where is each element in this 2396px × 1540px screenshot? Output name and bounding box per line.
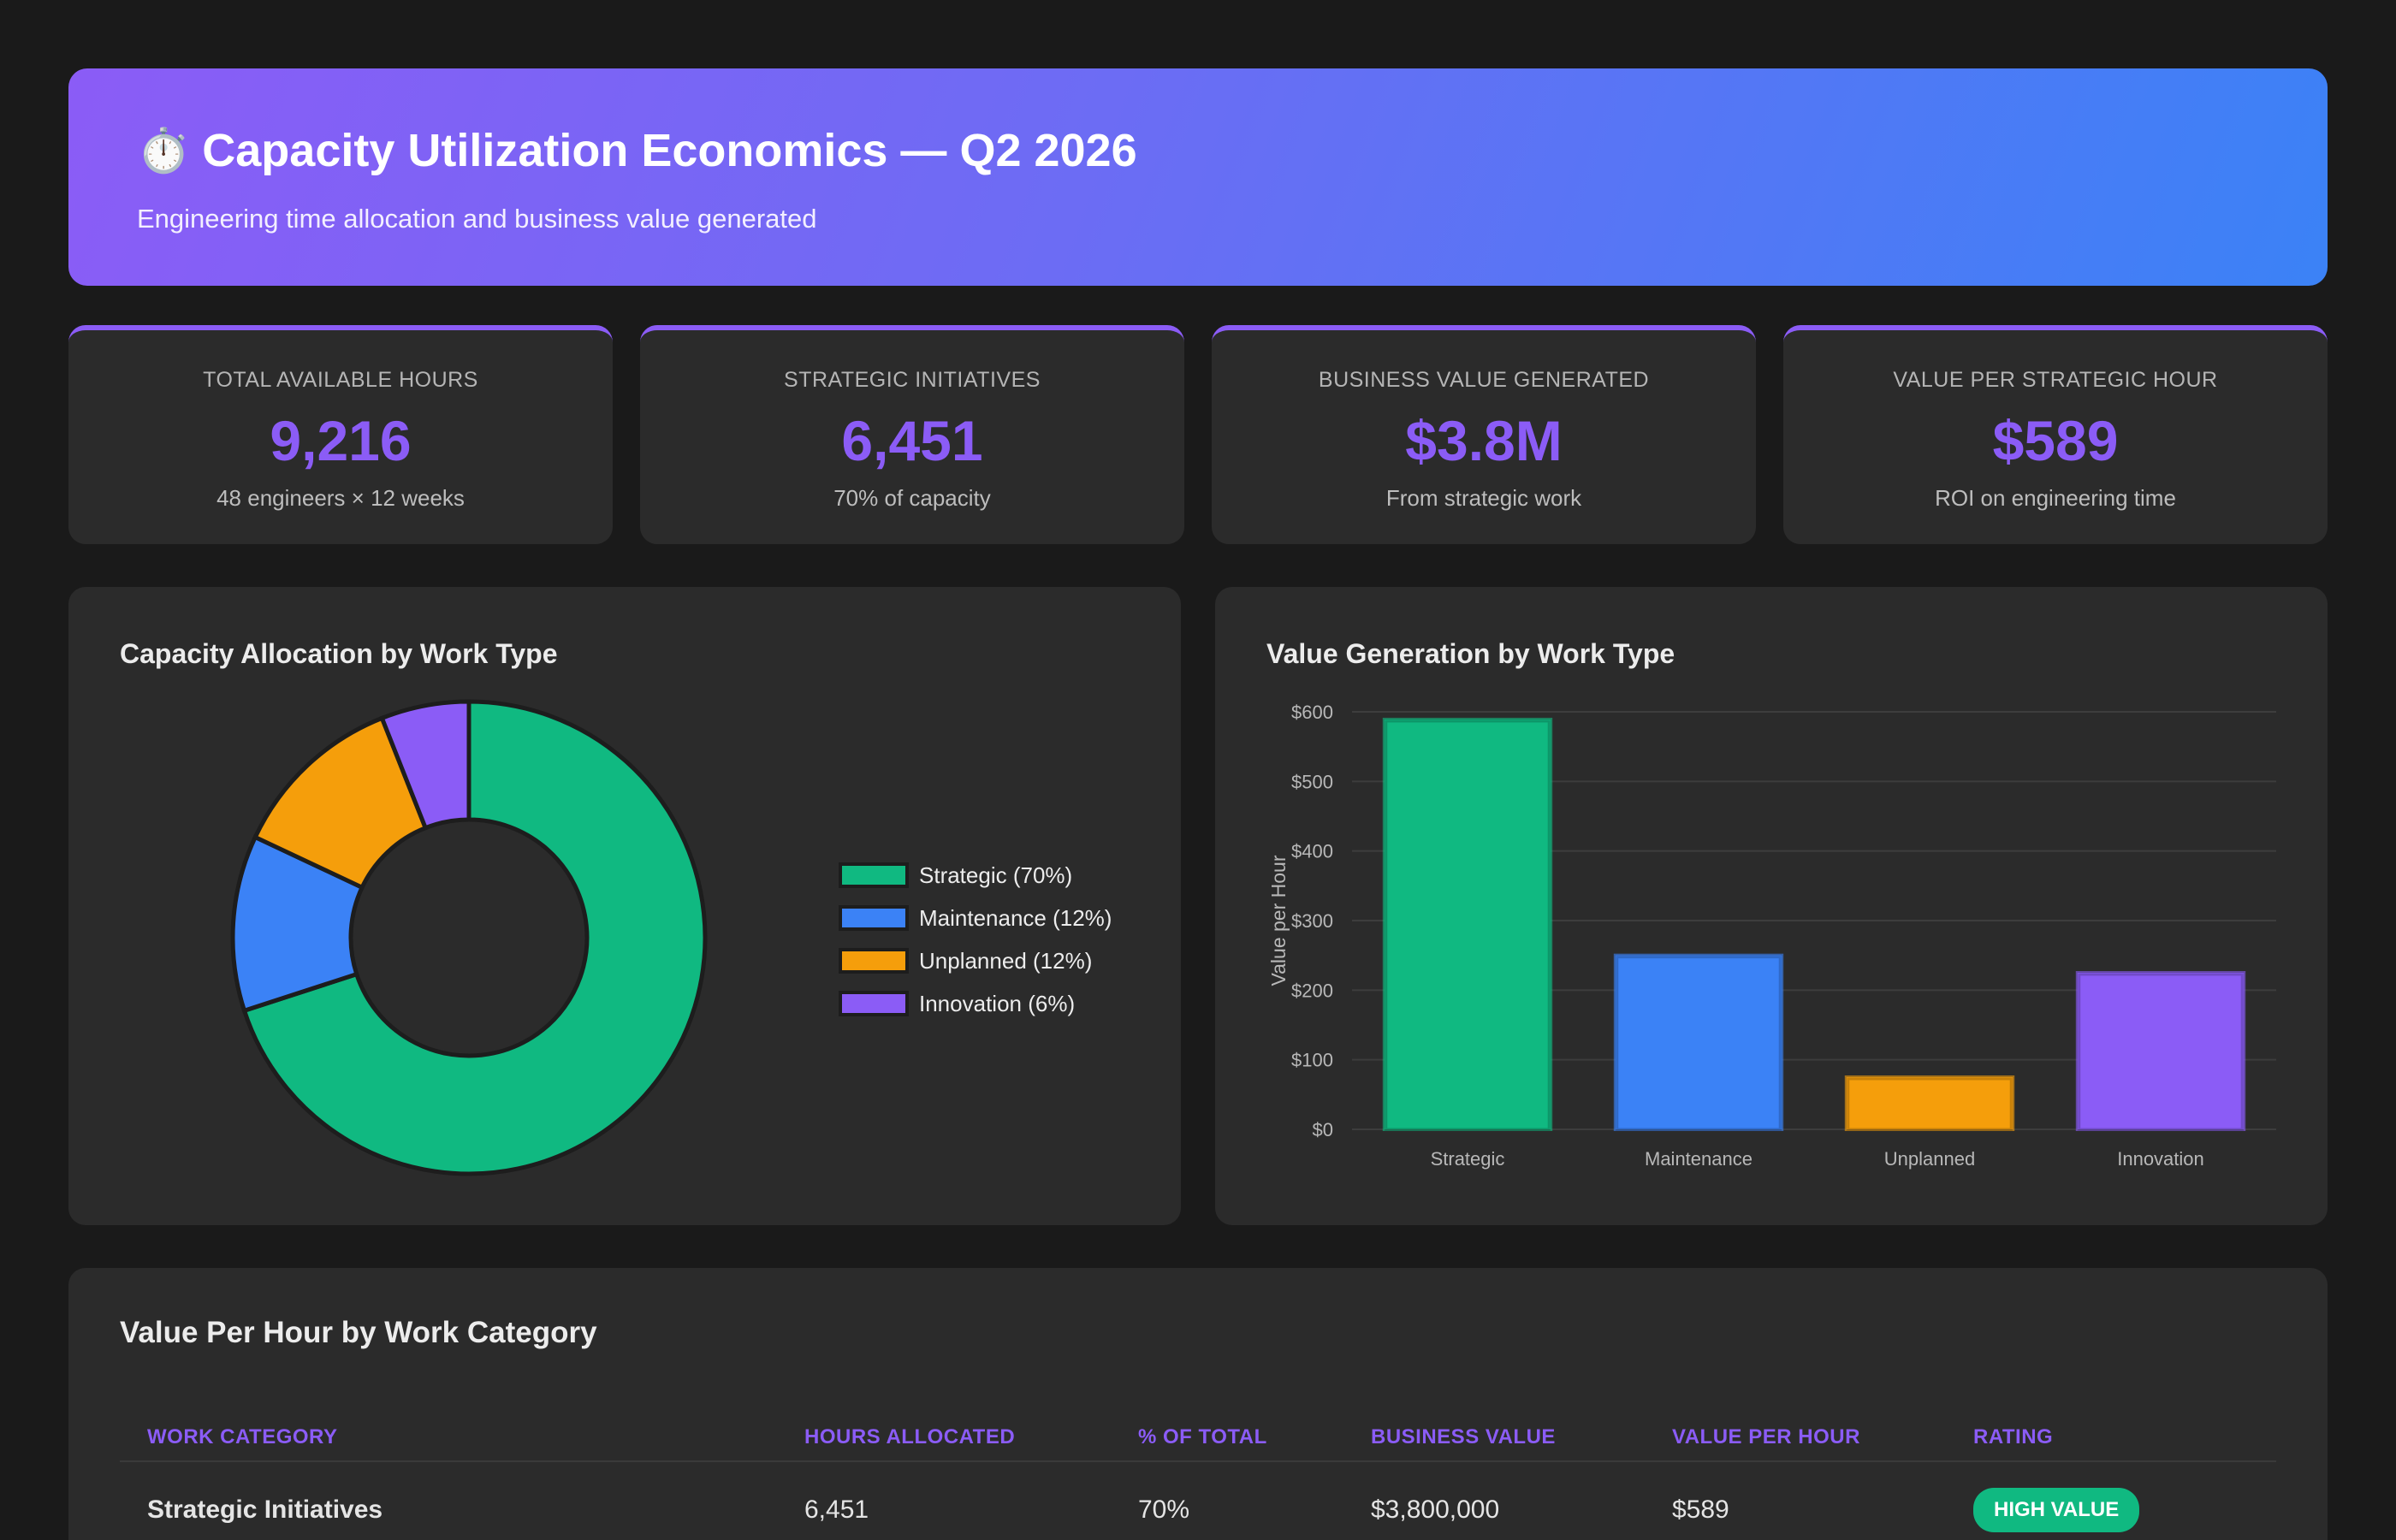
header-rating[interactable]: RATING <box>1946 1413 2276 1462</box>
legend-item-maintenance[interactable]: Maintenance (12%) <box>839 897 1112 939</box>
cell-rating: HIGH VALUE <box>1946 1461 2276 1540</box>
kpi-value: $589 <box>1992 409 2119 472</box>
y-tick-label: $400 <box>1291 841 1333 862</box>
header-work-category[interactable]: WORK CATEGORY <box>120 1413 777 1462</box>
cell-category: Strategic Initiatives <box>147 1495 383 1524</box>
y-tick-label: $300 <box>1291 910 1333 932</box>
legend-label: Maintenance (12%) <box>919 904 1112 931</box>
header-business-value[interactable]: BUSINESS VALUE <box>1343 1413 1645 1462</box>
kpi-label: TOTAL AVAILABLE HOURS <box>203 368 478 392</box>
donut-slice-unplanned[interactable] <box>252 715 429 891</box>
value-table: WORK CATEGORY HOURS ALLOCATED % OF TOTAL… <box>120 1413 2276 1540</box>
kpi-label: VALUE PER STRATEGIC HOUR <box>1893 368 2218 392</box>
kpi-card-value-per-hour: VALUE PER STRATEGIC HOUR $589 ROI on eng… <box>1783 325 2328 544</box>
page-title: ⏱️ Capacity Utilization Economics — Q2 2… <box>137 120 2259 181</box>
bar-innovation[interactable] <box>2075 971 2246 1131</box>
stopwatch-icon: ⏱️ <box>137 126 191 175</box>
donut-chart-title: Capacity Allocation by Work Type <box>120 638 558 669</box>
cell-pct: 70% <box>1138 1495 1190 1524</box>
kpi-card-strategic: STRATEGIC INITIATIVES 6,451 70% of capac… <box>640 325 1184 544</box>
x-tick-label: Unplanned <box>1884 1148 1975 1170</box>
kpi-subtext: ROI on engineering time <box>1935 485 2176 511</box>
legend-swatch <box>839 862 909 888</box>
y-tick-label: $500 <box>1291 771 1333 792</box>
kpi-subtext: 48 engineers × 12 weeks <box>216 485 465 511</box>
x-tick-label: Strategic <box>1431 1148 1505 1170</box>
donut-slice-innovation[interactable] <box>379 699 471 831</box>
kpi-label: STRATEGIC INITIATIVES <box>784 368 1041 392</box>
header-pct-total[interactable]: % OF TOTAL <box>1111 1413 1343 1462</box>
value-per-hour-table-panel: Value Per Hour by Work Category WORK CAT… <box>68 1268 2328 1540</box>
legend-swatch <box>839 948 909 974</box>
legend-item-innovation[interactable]: Innovation (6%) <box>839 982 1112 1025</box>
legend-item-strategic[interactable]: Strategic (70%) <box>839 854 1112 897</box>
header-banner: ⏱️ Capacity Utilization Economics — Q2 2… <box>68 68 2328 286</box>
page-title-text: Capacity Utilization Economics — Q2 2026 <box>202 125 1137 176</box>
legend-swatch <box>839 991 909 1016</box>
y-tick-label: $100 <box>1291 1050 1333 1071</box>
table-header-row: WORK CATEGORY HOURS ALLOCATED % OF TOTAL… <box>120 1413 2276 1462</box>
donut-legend: Strategic (70%) Maintenance (12%) Unplan… <box>839 854 1112 1025</box>
cell-business-value: $3,800,000 <box>1371 1495 1500 1524</box>
bar-strategic[interactable] <box>1382 717 1553 1132</box>
donut-chart <box>230 699 708 1176</box>
x-tick-label: Maintenance <box>1645 1148 1753 1170</box>
bar-chart-title: Value Generation by Work Type <box>1266 638 1675 669</box>
y-tick-label: $200 <box>1291 980 1333 1001</box>
capacity-allocation-panel: Capacity Allocation by Work Type Strateg… <box>68 587 1181 1225</box>
table-title: Value Per Hour by Work Category <box>120 1316 597 1349</box>
bar-outline <box>1385 720 1551 1131</box>
bar-unplanned[interactable] <box>1844 1075 2015 1131</box>
donut-slice-maintenance[interactable] <box>230 834 365 1014</box>
y-axis-label: Value per Hour <box>1267 855 1290 986</box>
legend-label: Unplanned (12%) <box>919 947 1093 974</box>
bar-outline <box>2078 973 2244 1131</box>
rating-badge: HIGH VALUE <box>1973 1487 2140 1532</box>
legend-swatch <box>839 905 909 931</box>
page-subtitle: Engineering time allocation and business… <box>137 204 817 234</box>
kpi-value: 6,451 <box>841 409 983 472</box>
table-row[interactable]: Strategic Initiatives 6,451 70% $3,800,0… <box>120 1461 2276 1540</box>
cell-hours: 6,451 <box>804 1495 869 1524</box>
kpi-card-total-hours: TOTAL AVAILABLE HOURS 9,216 48 engineers… <box>68 325 613 544</box>
y-tick-label: $600 <box>1291 702 1333 723</box>
kpi-value: 9,216 <box>270 409 412 472</box>
kpi-value: $3.8M <box>1405 409 1563 472</box>
kpi-card-business-value: BUSINESS VALUE GENERATED $3.8M From stra… <box>1212 325 1756 544</box>
bar-outline <box>1847 1077 2013 1131</box>
donut-slice-strategic[interactable] <box>241 699 708 1176</box>
kpi-subtext: 70% of capacity <box>833 485 991 511</box>
legend-label: Innovation (6%) <box>919 990 1076 1016</box>
bar-chart: $0 $100 $200 $300 $400 $500 $600 Value per Hour… <box>1267 702 2276 1170</box>
kpi-subtext: From strategic work <box>1385 485 1582 511</box>
x-tick-label: Innovation <box>2117 1148 2204 1170</box>
bar-maintenance[interactable] <box>1613 953 1784 1131</box>
y-tick-label: $0 <box>1313 1119 1333 1140</box>
bar-outline <box>1616 956 1782 1131</box>
value-generation-panel: Value Generation by Work Type $0 $100 $200… <box>1215 587 2328 1225</box>
header-hours-allocated[interactable]: HOURS ALLOCATED <box>777 1413 1111 1462</box>
legend-item-unplanned[interactable]: Unplanned (12%) <box>839 939 1112 982</box>
legend-label: Strategic (70%) <box>919 862 1073 888</box>
kpi-label: BUSINESS VALUE GENERATED <box>1318 368 1650 392</box>
cell-value-per-hour: $589 <box>1672 1495 1729 1524</box>
header-value-per-hour[interactable]: VALUE PER HOUR <box>1645 1413 1946 1462</box>
